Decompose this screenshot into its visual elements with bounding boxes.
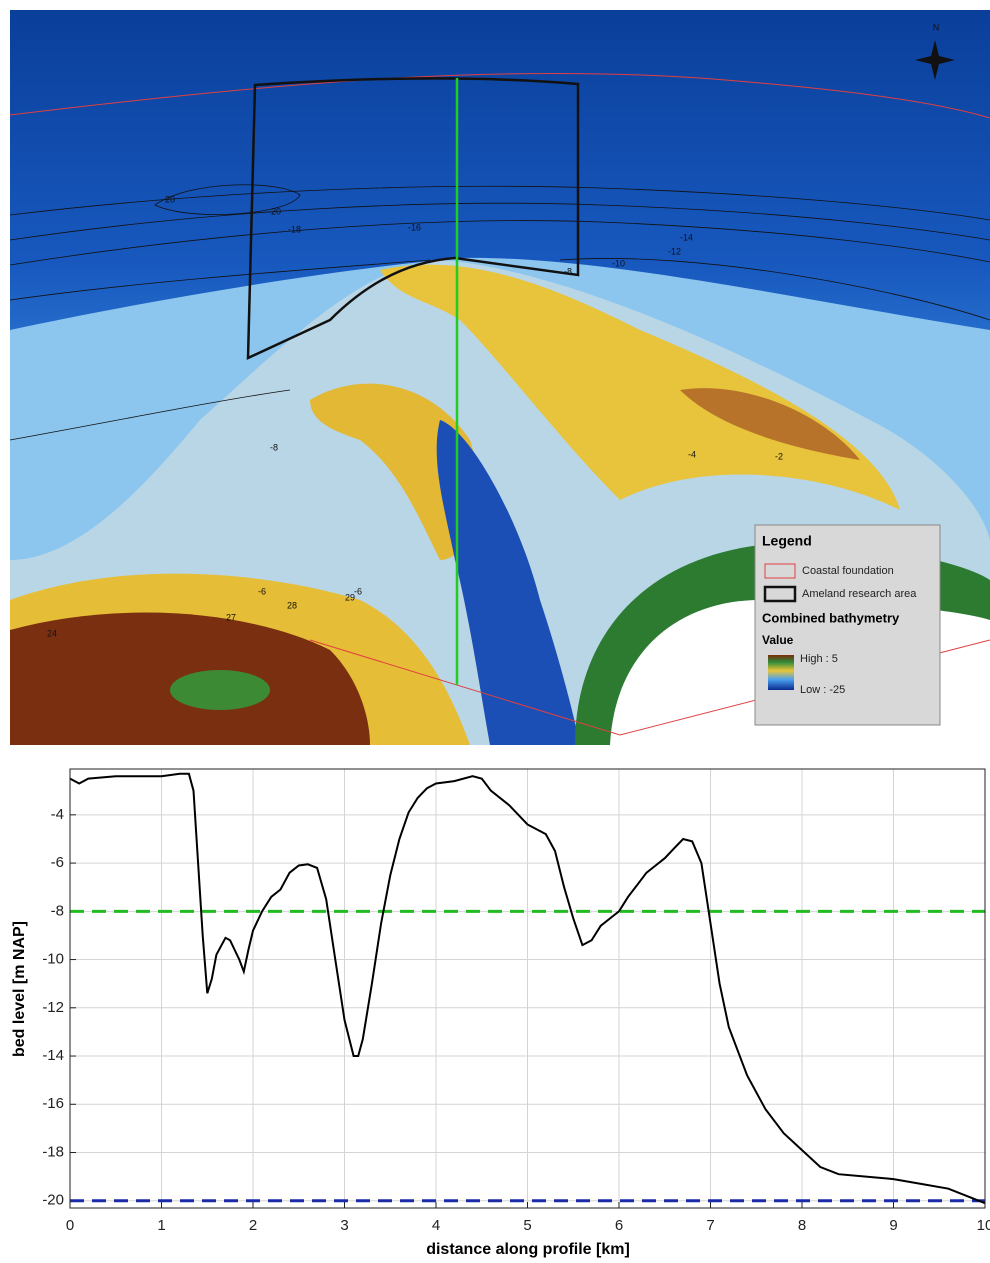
legend-label: Ameland research area bbox=[802, 588, 917, 600]
contour-label: 28 bbox=[287, 600, 297, 610]
y-tick-label: -18 bbox=[42, 1143, 64, 1160]
legend: Legend Coastal foundation Ameland resear… bbox=[755, 525, 940, 725]
x-tick-label: 3 bbox=[340, 1217, 348, 1234]
contour-label: 29 bbox=[345, 592, 355, 602]
bathymetry-map: N -20-20-18-16-14-12-10-8-8-6-4-2-629282… bbox=[0, 0, 990, 745]
y-tick-label: -4 bbox=[51, 806, 64, 823]
contour-label: -6 bbox=[258, 586, 266, 596]
legend-value-title: Value bbox=[762, 633, 794, 647]
x-tick-label: 4 bbox=[432, 1217, 440, 1234]
x-tick-label: 5 bbox=[523, 1217, 531, 1234]
y-tick-label: -12 bbox=[42, 999, 64, 1016]
contour-label: -2 bbox=[775, 451, 783, 461]
contour-label: -8 bbox=[564, 266, 572, 276]
contour-label: -20 bbox=[162, 194, 175, 204]
x-tick-label: 10 bbox=[977, 1217, 990, 1234]
figure: N -20-20-18-16-14-12-10-8-8-6-4-2-629282… bbox=[0, 0, 990, 1263]
y-tick-label: -8 bbox=[51, 902, 64, 919]
contour-label: -8 bbox=[270, 442, 278, 452]
x-tick-label: 9 bbox=[889, 1217, 897, 1234]
y-tick-label: -20 bbox=[42, 1192, 64, 1209]
contour-label: -14 bbox=[680, 232, 693, 242]
vegetation bbox=[170, 670, 270, 710]
y-tick-label: -10 bbox=[42, 951, 64, 968]
x-tick-label: 7 bbox=[706, 1217, 714, 1234]
x-tick-label: 2 bbox=[249, 1217, 257, 1234]
y-tick-label: -14 bbox=[42, 1047, 64, 1064]
x-tick-label: 1 bbox=[157, 1217, 165, 1234]
compass-label: N bbox=[933, 22, 940, 32]
y-tick-label: -6 bbox=[51, 854, 64, 871]
x-tick-label: 8 bbox=[798, 1217, 806, 1234]
x-tick-label: 0 bbox=[66, 1217, 74, 1234]
contour-label: -18 bbox=[288, 224, 301, 234]
legend-title: Legend bbox=[762, 533, 812, 549]
color-ramp bbox=[768, 655, 794, 690]
legend-high: High : 5 bbox=[800, 653, 838, 665]
x-axis-label: distance along profile [km] bbox=[426, 1241, 630, 1258]
contour-label: -6 bbox=[354, 586, 362, 596]
contour-label: -10 bbox=[612, 258, 625, 268]
contour-label: 24 bbox=[47, 628, 57, 638]
y-tick-label: -16 bbox=[42, 1095, 64, 1112]
contour-label: -4 bbox=[688, 449, 696, 459]
legend-low: Low : -25 bbox=[800, 684, 845, 696]
contour-label: -12 bbox=[668, 246, 681, 256]
contour-label: 27 bbox=[226, 612, 236, 622]
y-axis-label: bed level [m NAP] bbox=[11, 921, 28, 1057]
contour-label: -20 bbox=[268, 206, 281, 216]
x-tick-label: 6 bbox=[615, 1217, 623, 1234]
legend-label: Coastal foundation bbox=[802, 565, 894, 577]
profile-chart: distance along profile [km] bed level [m… bbox=[0, 745, 990, 1263]
legend-subtitle: Combined bathymetry bbox=[762, 610, 900, 625]
contour-label: -16 bbox=[408, 222, 421, 232]
